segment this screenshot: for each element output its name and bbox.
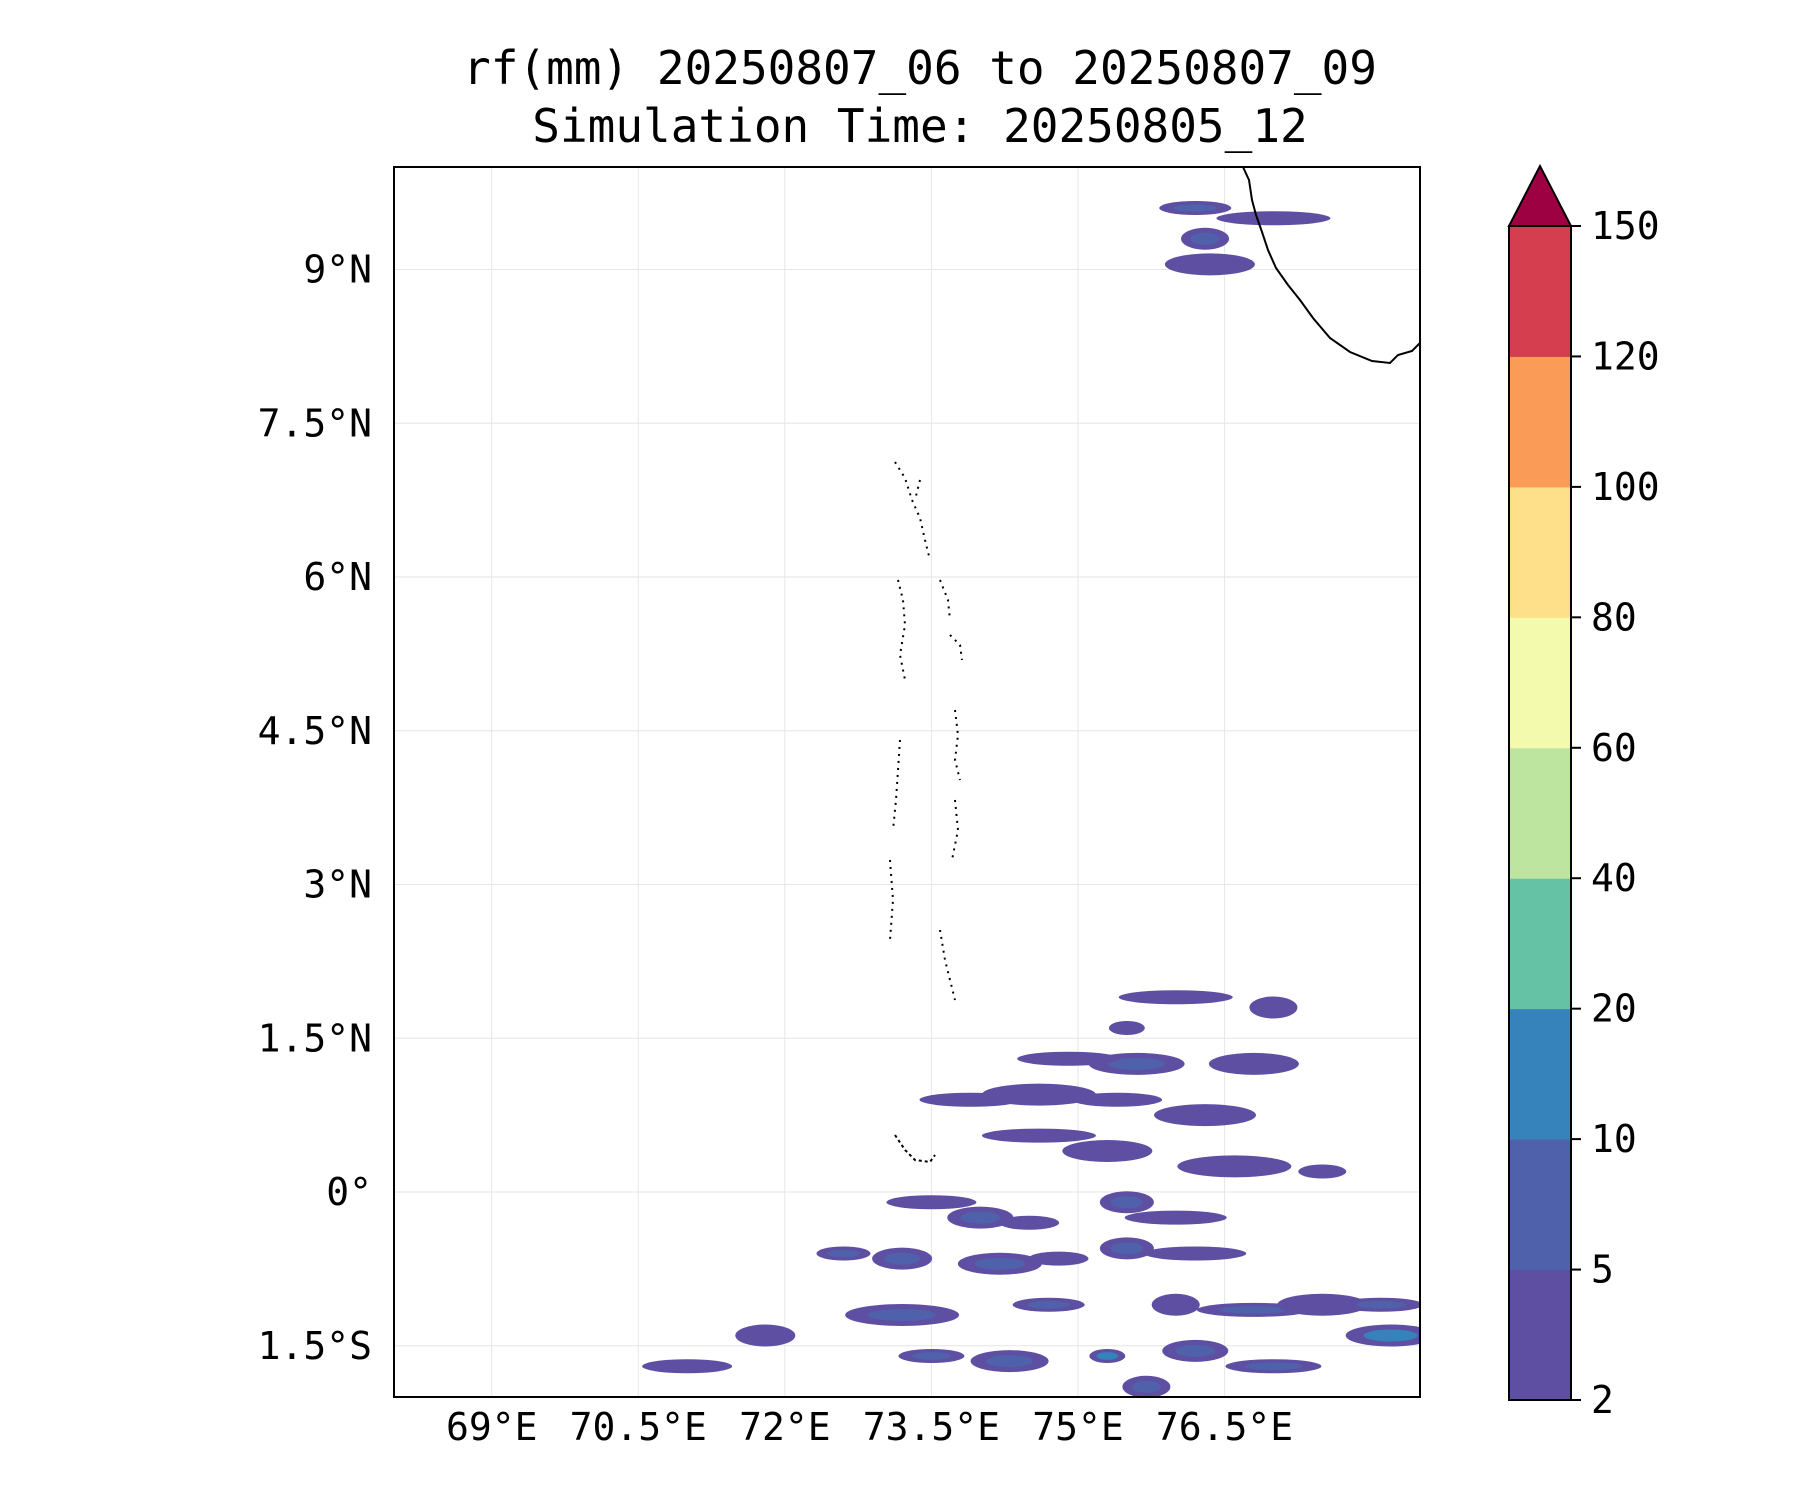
colorbar-swatch <box>1509 486 1571 618</box>
colorbar-border <box>1508 225 1572 1401</box>
rain-cell-core <box>1355 1300 1407 1309</box>
rain-cell-core <box>884 1252 921 1265</box>
lat-tick-label: 1.5°S <box>258 1324 372 1368</box>
lon-tick-label: 70.5°E <box>570 1405 707 1449</box>
rainfall-contours <box>642 201 1420 1397</box>
lat-tick-label: 7.5°N <box>258 401 372 445</box>
lon-tick-label: 75°E <box>1032 1405 1124 1449</box>
map-border <box>393 166 1421 1398</box>
rain-cell <box>1154 1104 1257 1127</box>
colorbar-tick-label: 10 <box>1591 1117 1637 1161</box>
colorbar-tick-label: 100 <box>1591 465 1660 509</box>
colorbar-extend-arrow <box>1507 163 1573 227</box>
colorbar-tick-label: 80 <box>1591 595 1637 639</box>
lat-tick-label: 6°N <box>303 555 372 599</box>
rain-cell <box>1108 1021 1145 1035</box>
rain-cell <box>999 1215 1060 1230</box>
rain-cell-core <box>1110 1242 1144 1255</box>
rain-cell-core <box>1096 1352 1119 1360</box>
rain-cell-core <box>911 1352 952 1360</box>
map-subtitle: Simulation Time: 20250805_12 <box>532 99 1308 153</box>
rain-cell-core <box>867 1308 937 1322</box>
rain-cell-core <box>1110 1196 1144 1209</box>
map-frame <box>393 166 1421 1398</box>
rain-cell-core <box>1132 1380 1161 1393</box>
rain-cell <box>1118 990 1233 1005</box>
colorbar-swatch <box>1509 617 1571 749</box>
rain-cell <box>1208 1052 1299 1075</box>
rain-cell <box>1164 253 1255 276</box>
axis-ticks: 9°N 7.5°N 6°N 4.5°N 3°N 1.5°N 0° 1.5°S 69°E 70.5°… <box>258 248 1294 1450</box>
india-coastline <box>1242 167 1420 365</box>
rain-cell-core <box>1175 1344 1216 1357</box>
rain-cell-core <box>1363 1329 1418 1342</box>
colorbar-tick-label: 5 <box>1591 1248 1614 1292</box>
colorbar-tick-label: 20 <box>1591 987 1637 1031</box>
lon-tick-label: 72°E <box>739 1405 831 1449</box>
rain-cell <box>1124 1210 1227 1225</box>
rain-cell-core <box>1219 1306 1289 1314</box>
rain-cell <box>1249 996 1298 1019</box>
colorbar-swatch <box>1509 747 1571 879</box>
rain-cell <box>981 1083 1096 1106</box>
colorbar-swatch <box>1509 1139 1571 1271</box>
rain-cell <box>1216 211 1331 226</box>
colorbar-swatch <box>1509 226 1571 357</box>
lat-tick-label: 1.5°N <box>258 1016 372 1060</box>
rain-cell <box>1298 1164 1347 1179</box>
rain-cell-core <box>827 1249 860 1258</box>
lat-tick-label: 0° <box>326 1170 372 1214</box>
rain-cell-core <box>1244 1362 1303 1371</box>
colorbar-swatch <box>1509 1269 1571 1401</box>
colorbar: 2 5 10 20 40 60 80 100 120 150 <box>1507 163 1660 1422</box>
rain-cell <box>1072 1092 1163 1107</box>
lon-tick-label: 69°E <box>446 1405 538 1449</box>
rain-cell-core <box>1190 232 1220 245</box>
lat-tick-label: 3°N <box>303 863 372 907</box>
gridlines <box>394 167 1420 1397</box>
rain-cell <box>981 1128 1096 1143</box>
coastline <box>889 167 1420 1164</box>
colorbar-tick-label: 120 <box>1591 334 1660 378</box>
rain-cell-core <box>974 1257 1026 1270</box>
maldives-atolls <box>889 461 963 1001</box>
lat-tick-label: 4.5°N <box>258 709 372 753</box>
rain-cell <box>1177 1155 1292 1178</box>
rain-cell-core <box>1107 1057 1166 1070</box>
rain-cell <box>1017 1051 1120 1066</box>
rain-cell <box>886 1195 977 1210</box>
lat-tick-label: 9°N <box>303 248 372 292</box>
lon-tick-label: 76.5°E <box>1156 1405 1293 1449</box>
colorbar-tick-label: 40 <box>1591 856 1637 900</box>
rain-cell-core <box>1173 204 1217 212</box>
rain-cell <box>1144 1246 1247 1261</box>
colorbar-tick-label: 60 <box>1591 726 1637 770</box>
addu-atoll <box>894 1134 936 1164</box>
colorbar-swatch <box>1509 1008 1571 1140</box>
rain-cell <box>1062 1140 1153 1162</box>
colorbar-swatch <box>1509 878 1571 1010</box>
colorbar-tick-label: 2 <box>1591 1378 1614 1422</box>
rain-cell-core <box>986 1355 1033 1368</box>
colorbar-swatch <box>1509 356 1571 488</box>
rain-cell <box>1028 1251 1089 1266</box>
rain-cell <box>1151 1293 1200 1316</box>
colorbar-tick-label: 150 <box>1591 204 1660 248</box>
lon-tick-label: 73.5°E <box>863 1405 1000 1449</box>
rain-cell <box>642 1359 733 1374</box>
rain-cell-core <box>960 1211 1001 1224</box>
map-title: rf(mm) 20250807_06 to 20250807_09 <box>463 41 1377 95</box>
rain-cell <box>735 1324 796 1347</box>
rain-cell <box>1277 1293 1368 1316</box>
rain-cell-core <box>1027 1300 1071 1309</box>
